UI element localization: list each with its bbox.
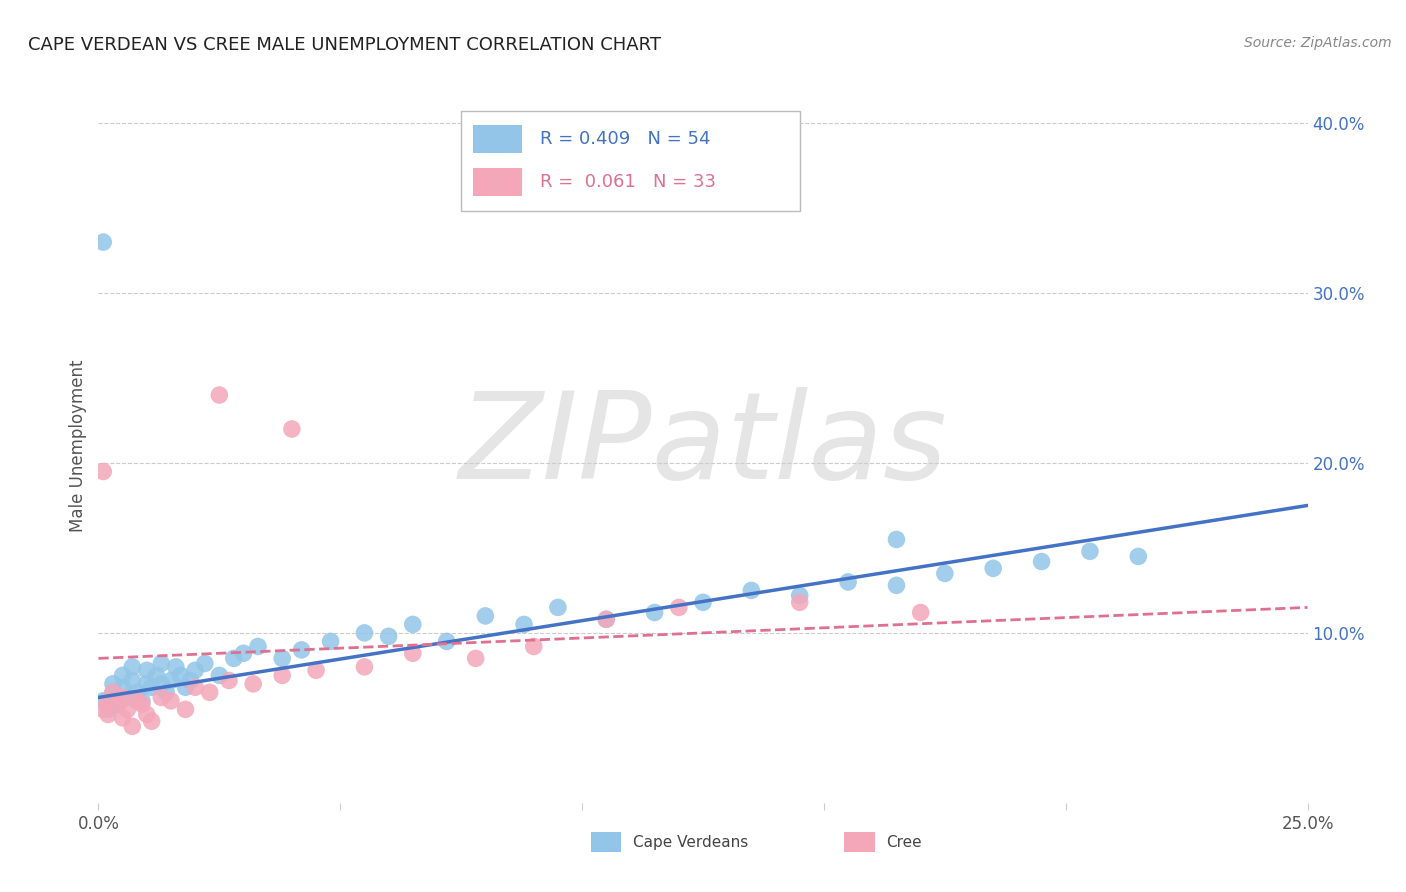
Point bbox=[595, 612, 617, 626]
Point bbox=[91, 235, 114, 249]
Point bbox=[247, 640, 270, 654]
Point bbox=[97, 702, 120, 716]
Point bbox=[402, 617, 425, 632]
Point bbox=[131, 698, 153, 712]
Point bbox=[141, 680, 163, 694]
Point bbox=[174, 702, 197, 716]
Point bbox=[319, 634, 342, 648]
Point bbox=[547, 600, 569, 615]
Point bbox=[135, 707, 157, 722]
Point bbox=[242, 677, 264, 691]
Point bbox=[160, 694, 183, 708]
Point bbox=[150, 657, 173, 671]
Point bbox=[281, 422, 304, 436]
Text: R = 0.409   N = 54: R = 0.409 N = 54 bbox=[540, 130, 710, 148]
Point bbox=[523, 640, 546, 654]
Point bbox=[218, 673, 240, 688]
Point bbox=[141, 714, 163, 729]
Point bbox=[208, 388, 231, 402]
Point bbox=[165, 660, 187, 674]
Point bbox=[145, 668, 167, 682]
Point bbox=[184, 680, 207, 694]
Point bbox=[184, 663, 207, 677]
FancyBboxPatch shape bbox=[461, 111, 800, 211]
Text: Cree: Cree bbox=[886, 835, 921, 849]
Point bbox=[111, 690, 134, 705]
Point bbox=[111, 680, 134, 694]
Point bbox=[1078, 544, 1101, 558]
Point bbox=[271, 668, 294, 682]
Y-axis label: Male Unemployment: Male Unemployment bbox=[69, 359, 87, 533]
Point bbox=[101, 677, 124, 691]
Point bbox=[789, 589, 811, 603]
Point bbox=[886, 533, 908, 547]
Point bbox=[740, 583, 762, 598]
Point bbox=[127, 685, 149, 699]
Text: CAPE VERDEAN VS CREE MALE UNEMPLOYMENT CORRELATION CHART: CAPE VERDEAN VS CREE MALE UNEMPLOYMENT C… bbox=[28, 36, 661, 54]
Point bbox=[305, 663, 328, 677]
Point bbox=[208, 668, 231, 682]
Point bbox=[981, 561, 1004, 575]
Point bbox=[692, 595, 714, 609]
Point bbox=[101, 685, 124, 699]
Point bbox=[160, 673, 183, 688]
Point bbox=[474, 608, 496, 623]
Point bbox=[121, 673, 143, 688]
Point bbox=[131, 694, 153, 708]
Point bbox=[934, 566, 956, 581]
Point bbox=[91, 702, 114, 716]
Point bbox=[290, 643, 312, 657]
Point bbox=[111, 711, 134, 725]
Point bbox=[837, 574, 859, 589]
Point bbox=[135, 677, 157, 691]
Point bbox=[1128, 549, 1150, 564]
Point bbox=[353, 660, 375, 674]
Point bbox=[1031, 555, 1053, 569]
Point bbox=[97, 707, 120, 722]
Point bbox=[121, 660, 143, 674]
Point bbox=[644, 606, 666, 620]
Point bbox=[789, 595, 811, 609]
Text: R =  0.061   N = 33: R = 0.061 N = 33 bbox=[540, 173, 716, 191]
Point bbox=[668, 600, 690, 615]
Point bbox=[117, 690, 139, 705]
Point bbox=[222, 651, 245, 665]
Point bbox=[232, 646, 254, 660]
Point bbox=[101, 685, 124, 699]
Point bbox=[174, 680, 197, 694]
Point bbox=[886, 578, 908, 592]
FancyBboxPatch shape bbox=[474, 168, 522, 196]
Point bbox=[155, 685, 177, 699]
Point bbox=[179, 673, 201, 688]
Point bbox=[436, 634, 458, 648]
Point bbox=[127, 694, 149, 708]
Point bbox=[464, 651, 486, 665]
Point bbox=[150, 677, 173, 691]
Point bbox=[910, 606, 932, 620]
Point bbox=[513, 617, 536, 632]
Point bbox=[107, 698, 129, 712]
Point bbox=[91, 465, 114, 479]
Point bbox=[377, 629, 399, 643]
Point bbox=[117, 702, 139, 716]
Text: Cape Verdeans: Cape Verdeans bbox=[633, 835, 748, 849]
Point bbox=[402, 646, 425, 660]
Point bbox=[97, 694, 120, 708]
Point bbox=[111, 668, 134, 682]
Point bbox=[169, 668, 191, 682]
Point bbox=[107, 698, 129, 712]
Point bbox=[353, 626, 375, 640]
Point bbox=[271, 651, 294, 665]
Text: Source: ZipAtlas.com: Source: ZipAtlas.com bbox=[1244, 36, 1392, 50]
Point bbox=[194, 657, 217, 671]
Point bbox=[135, 663, 157, 677]
Point bbox=[150, 690, 173, 705]
Point bbox=[121, 719, 143, 733]
FancyBboxPatch shape bbox=[474, 125, 522, 153]
Text: ZIPatlas: ZIPatlas bbox=[458, 387, 948, 505]
Point bbox=[91, 694, 114, 708]
Point bbox=[198, 685, 221, 699]
Point bbox=[595, 612, 617, 626]
